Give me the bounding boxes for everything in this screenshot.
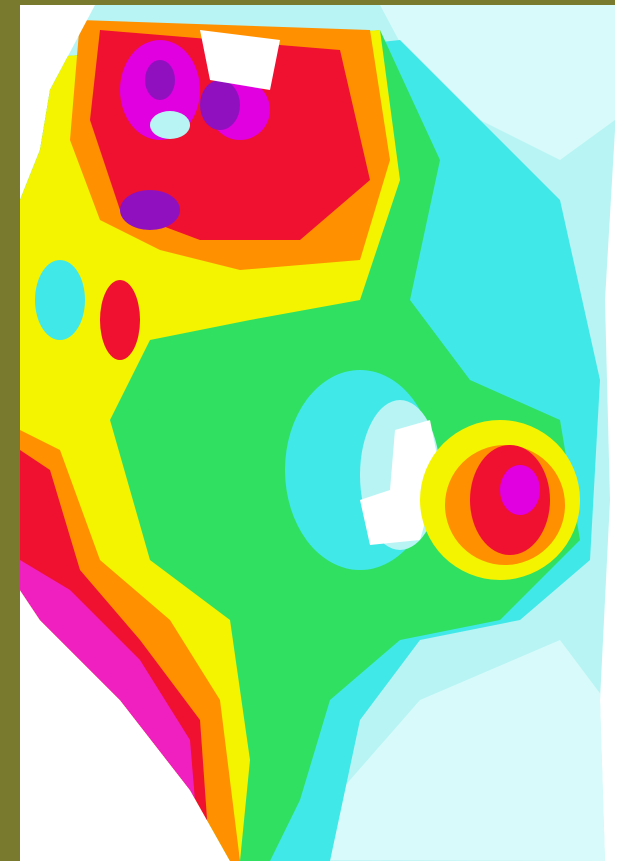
light-cyan-zone: [150, 111, 190, 139]
green-zone: [130, 380, 270, 560]
left-frame: [0, 0, 20, 861]
purple-zone: [120, 190, 180, 230]
cyan-zone: [430, 240, 530, 360]
purple-zone: [200, 80, 240, 130]
top-frame: [0, 0, 615, 5]
magenta-zone: [500, 465, 540, 515]
red-zone: [100, 280, 140, 360]
purple-zone: [145, 60, 175, 100]
contour-map-screenshot: [0, 0, 623, 861]
cyan-zone: [35, 260, 85, 340]
